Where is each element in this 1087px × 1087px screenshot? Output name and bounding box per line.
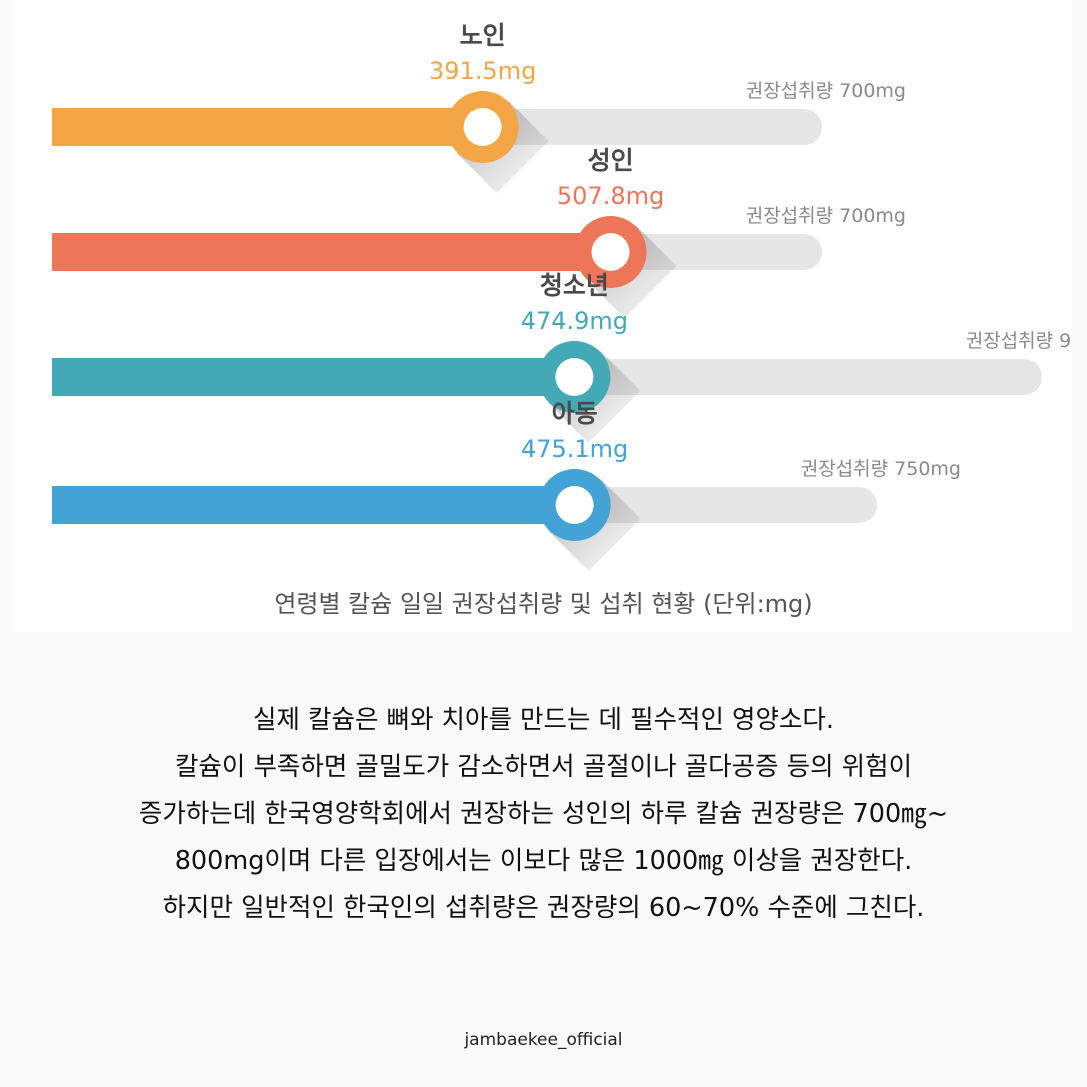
- intake-value-label-child: 475.1mg: [521, 435, 628, 463]
- recommended-label-elderly: 권장섭취량 700mg: [746, 80, 906, 102]
- footer-handle: jambaekee_official: [464, 1030, 623, 1050]
- intake-bar-elderly: [52, 108, 483, 146]
- category-label-adult: 성인: [588, 146, 634, 175]
- recommended-label-child: 권장섭취량 750mg: [801, 458, 961, 480]
- intake-value-label-youth: 474.9mg: [521, 307, 628, 335]
- body-line: 하지만 일반적인 한국인의 섭취량은 권장량의 60~70% 수준에 그친다.: [162, 893, 925, 923]
- marker-center-youth: [555, 358, 594, 396]
- recommended-label-adult: 권장섭취량 700mg: [746, 205, 906, 227]
- intake-value-label-adult: 507.8mg: [557, 182, 664, 210]
- intake-bar-youth: [52, 358, 575, 396]
- marker-center-adult: [591, 233, 630, 271]
- body-text: 실제 칼슘은 뼈와 치아를 만드는 데 필수적인 영양소다. 칼슘이 부족하면 …: [0, 697, 1087, 932]
- intake-value-label-elderly: 391.5mg: [429, 57, 536, 85]
- body-line: 칼슘이 부족하면 골밀도가 감소하면서 골절이나 골다공증 등의 위험이: [174, 752, 913, 782]
- marker-center-child: [555, 486, 594, 524]
- chart-caption: 연령별 칼슘 일일 권장섭취량 및 섭취 현황 (단위:mg): [274, 590, 813, 618]
- marker-center-elderly: [463, 108, 502, 146]
- calcium-chart: 노인 391.5mg 권장섭취량 700mg 성인 507.8mg 권장섭취량 700mg…: [52, 21, 1072, 571]
- category-label-youth: 청소년: [540, 271, 609, 300]
- category-label-elderly: 노인: [460, 21, 506, 50]
- body-line: 800mg이며 다른 입장에서는 이보다 많은 1000㎎ 이상을 권장한다.: [174, 846, 913, 876]
- intake-bar-child: [52, 486, 575, 524]
- category-label-child: 아동: [552, 399, 598, 428]
- recommended-label-youth: 권장섭취량 900mg: [966, 330, 1072, 352]
- body-line: 증가하는데 한국영양학회에서 권장하는 성인의 하루 칼슘 권장량은 700㎎~: [138, 799, 949, 829]
- intake-bar-adult: [52, 233, 611, 271]
- chart-card: 노인 391.5mg 권장섭취량 700mg 성인 507.8mg 권장섭취량 700mg…: [14, 0, 1072, 632]
- body-line: 실제 칼슘은 뼈와 치아를 만드는 데 필수적인 영양소다.: [253, 705, 834, 735]
